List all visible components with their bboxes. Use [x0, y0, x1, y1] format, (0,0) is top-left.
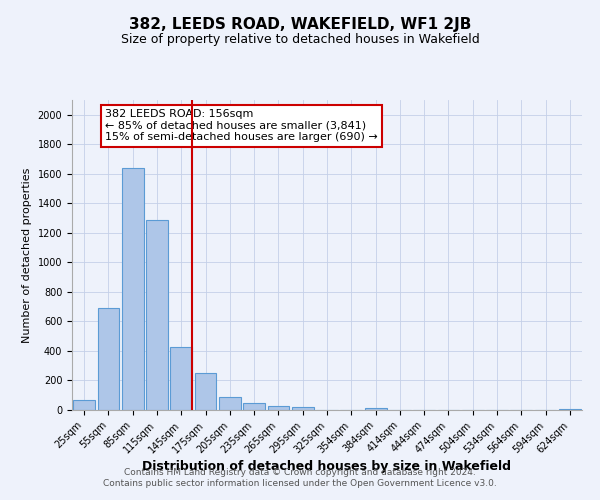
Y-axis label: Number of detached properties: Number of detached properties	[22, 168, 32, 342]
Text: Size of property relative to detached houses in Wakefield: Size of property relative to detached ho…	[121, 32, 479, 46]
Bar	[73, 400, 95, 410]
Bar	[146, 220, 168, 410]
Text: Contains HM Land Registry data © Crown copyright and database right 2024.
Contai: Contains HM Land Registry data © Crown c…	[103, 468, 497, 487]
Bar	[97, 308, 119, 410]
Bar	[365, 408, 386, 410]
Bar	[243, 402, 265, 410]
Bar	[170, 346, 192, 410]
Bar	[219, 398, 241, 410]
Bar	[194, 373, 217, 410]
Bar	[292, 407, 314, 410]
Bar	[122, 168, 143, 410]
Bar	[268, 406, 289, 410]
Text: 382 LEEDS ROAD: 156sqm
← 85% of detached houses are smaller (3,841)
15% of semi-: 382 LEEDS ROAD: 156sqm ← 85% of detached…	[105, 110, 378, 142]
Text: 382, LEEDS ROAD, WAKEFIELD, WF1 2JB: 382, LEEDS ROAD, WAKEFIELD, WF1 2JB	[129, 18, 471, 32]
X-axis label: Distribution of detached houses by size in Wakefield: Distribution of detached houses by size …	[143, 460, 511, 473]
